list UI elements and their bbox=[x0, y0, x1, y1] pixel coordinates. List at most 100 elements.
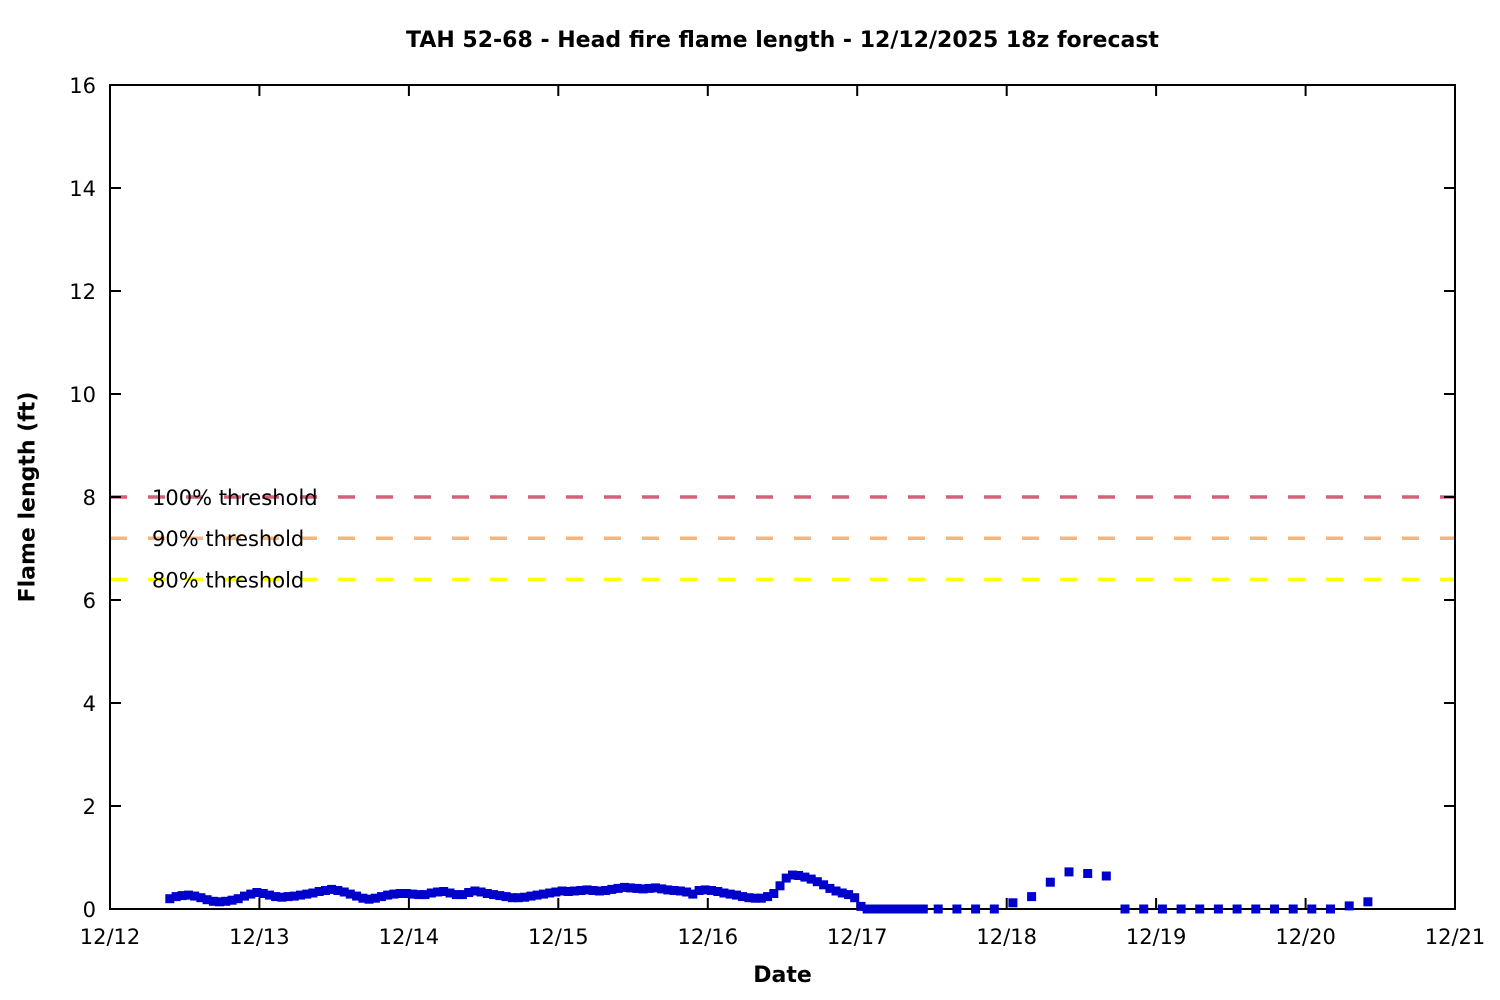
data-point bbox=[1045, 877, 1055, 887]
x-tick-label: 12/12 bbox=[80, 925, 141, 949]
threshold-label: 100% threshold bbox=[152, 486, 318, 510]
data-point bbox=[513, 893, 523, 903]
data-point bbox=[1270, 904, 1279, 914]
data-point bbox=[501, 892, 511, 902]
data-point bbox=[358, 893, 368, 903]
data-point bbox=[688, 889, 698, 899]
data-point bbox=[893, 904, 903, 914]
data-point bbox=[389, 889, 399, 899]
data-point bbox=[651, 883, 660, 893]
data-point bbox=[395, 889, 405, 898]
y-tick-label: 6 bbox=[83, 589, 96, 613]
data-point bbox=[570, 886, 579, 896]
data-point bbox=[601, 886, 611, 895]
data-point bbox=[171, 892, 181, 902]
data-point bbox=[682, 887, 692, 897]
data-point bbox=[594, 886, 604, 896]
data-point bbox=[271, 892, 281, 902]
data-point bbox=[327, 884, 337, 894]
data-point bbox=[744, 893, 754, 903]
data-point bbox=[321, 886, 330, 895]
data-point bbox=[906, 904, 916, 914]
data-point bbox=[165, 894, 175, 904]
data-point bbox=[825, 883, 835, 893]
y-tick-label: 8 bbox=[83, 486, 96, 510]
data-point bbox=[971, 904, 981, 914]
data-point bbox=[289, 891, 299, 901]
y-tick-label: 12 bbox=[69, 280, 96, 304]
data-point bbox=[1344, 901, 1354, 911]
data-point bbox=[414, 890, 424, 900]
data-point bbox=[918, 904, 928, 914]
data-point bbox=[812, 877, 822, 887]
data-point bbox=[775, 881, 785, 891]
data-point bbox=[582, 885, 592, 895]
data-point bbox=[545, 888, 555, 898]
data-point bbox=[1288, 904, 1298, 914]
threshold-label: 80% threshold bbox=[152, 568, 304, 592]
data-point bbox=[626, 883, 635, 893]
data-point bbox=[532, 890, 542, 900]
y-tick-label: 2 bbox=[83, 795, 96, 819]
data-point bbox=[370, 893, 380, 903]
data-point bbox=[638, 884, 648, 894]
x-axis-title: Date bbox=[753, 963, 812, 988]
data-point bbox=[875, 904, 885, 914]
data-point bbox=[563, 887, 573, 896]
x-tick-label: 12/14 bbox=[379, 925, 440, 949]
data-point bbox=[952, 904, 962, 914]
data-point bbox=[470, 886, 480, 896]
data-point bbox=[694, 886, 704, 895]
data-point bbox=[308, 888, 318, 898]
data-point bbox=[252, 888, 262, 897]
data-point bbox=[215, 897, 224, 907]
data-point bbox=[401, 889, 411, 898]
y-tick-label: 4 bbox=[83, 692, 96, 716]
data-point bbox=[794, 871, 804, 880]
data-point bbox=[383, 890, 393, 900]
data-point bbox=[196, 893, 206, 903]
data-point bbox=[221, 896, 231, 906]
data-point bbox=[489, 890, 499, 900]
data-point bbox=[377, 892, 386, 902]
data-point bbox=[1027, 892, 1037, 902]
data-point bbox=[426, 888, 436, 898]
data-point bbox=[408, 889, 418, 899]
data-point bbox=[1232, 904, 1242, 914]
x-tick-label: 12/16 bbox=[678, 925, 739, 949]
data-point bbox=[202, 895, 212, 905]
data-point bbox=[265, 890, 274, 900]
data-point bbox=[1213, 904, 1223, 914]
y-tick-label: 16 bbox=[69, 74, 96, 98]
data-point bbox=[632, 883, 642, 893]
data-point bbox=[495, 891, 505, 901]
data-point bbox=[240, 891, 249, 901]
data-point bbox=[1120, 904, 1130, 914]
data-point bbox=[345, 889, 355, 899]
data-point bbox=[283, 892, 293, 902]
data-point bbox=[856, 901, 866, 911]
data-point bbox=[663, 885, 673, 895]
data-point bbox=[613, 883, 623, 893]
data-point bbox=[725, 889, 735, 899]
data-point bbox=[476, 887, 486, 897]
data-point bbox=[333, 886, 343, 895]
data-point bbox=[837, 888, 847, 898]
data-point bbox=[208, 896, 218, 906]
y-tick-label: 0 bbox=[83, 898, 96, 922]
data-point bbox=[352, 891, 362, 901]
data-point bbox=[607, 884, 617, 894]
data-point bbox=[1176, 904, 1186, 914]
data-point bbox=[177, 891, 187, 901]
x-tick-label: 12/18 bbox=[976, 925, 1037, 949]
data-point bbox=[862, 904, 872, 914]
data-point bbox=[1307, 904, 1317, 914]
data-point bbox=[1326, 904, 1335, 914]
data-point bbox=[819, 880, 829, 890]
data-point bbox=[277, 892, 287, 902]
data-point bbox=[526, 891, 536, 901]
data-point bbox=[302, 889, 312, 899]
data-point bbox=[482, 889, 492, 898]
